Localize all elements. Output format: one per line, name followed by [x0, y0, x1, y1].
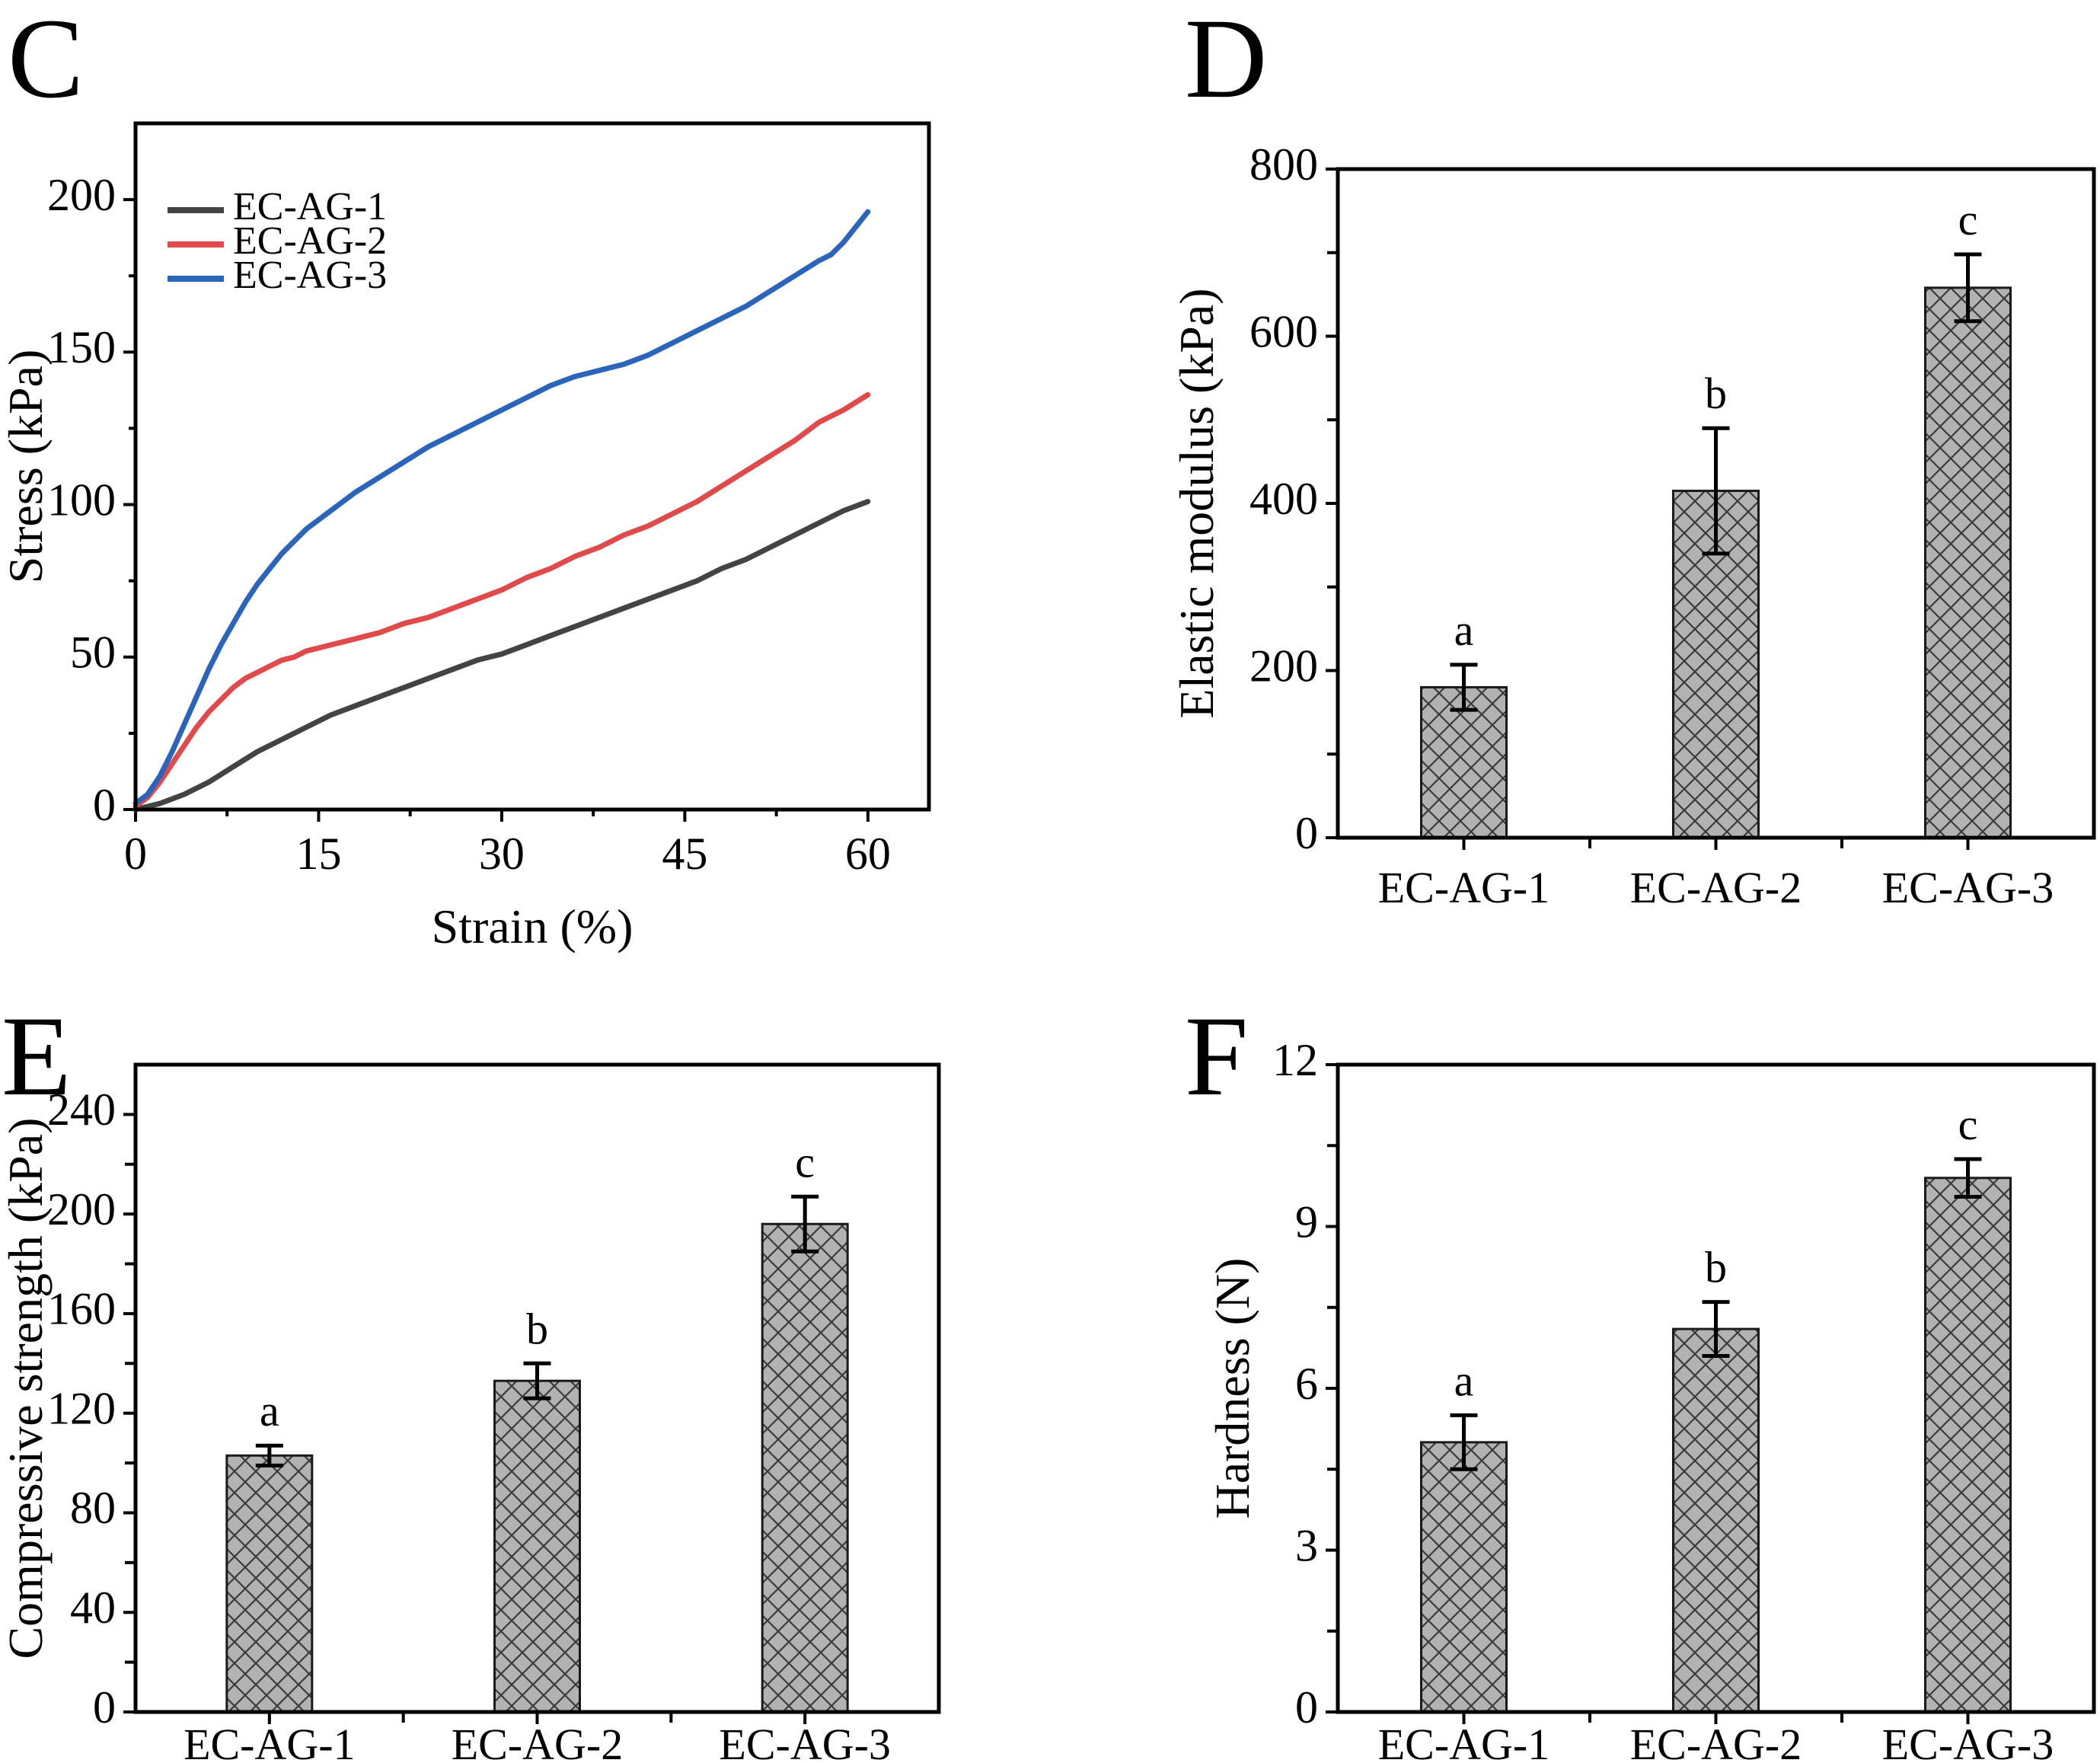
category-label: EC-AG-1: [1378, 1720, 1550, 1763]
bar-ec-ag-3: [1924, 286, 2012, 839]
y-tick-label: 50: [70, 628, 116, 678]
x-tick-label: 0: [124, 829, 147, 879]
y-tick-label: 9: [1295, 1196, 1318, 1247]
x-tick-label: 30: [479, 829, 525, 879]
y-axis-title: Hardness (N): [1205, 1258, 1259, 1519]
category-label: EC-AG-3: [1882, 863, 2054, 912]
error-bar: [1954, 1157, 1982, 1199]
significance-letter: a: [260, 1386, 279, 1436]
bar-ec-ag-2: [493, 1379, 581, 1713]
x-axis-title: Strain (%): [432, 899, 634, 953]
y-tick-label: 0: [1295, 808, 1318, 858]
y-tick-label: 40: [70, 1583, 116, 1633]
series-line-ec-ag-1: [132, 499, 871, 813]
y-tick-label: 240: [47, 1084, 116, 1135]
y-tick-label: 100: [47, 474, 116, 525]
x-tick-label: 60: [845, 829, 891, 879]
y-tick-label: 6: [1295, 1359, 1318, 1409]
significance-letter: c: [1958, 1100, 1978, 1149]
bar-ec-ag-2: [1672, 1327, 1760, 1713]
error-bar: [791, 1194, 819, 1254]
error-bar: [1450, 663, 1478, 712]
y-tick-label: 400: [1249, 474, 1318, 524]
bar-ec-ag-3: [1924, 1177, 2012, 1713]
axis-box: [133, 1062, 941, 1714]
category-label: EC-AG-2: [1630, 1720, 1802, 1763]
significance-letter: a: [1454, 1356, 1474, 1405]
y-tick-label: 600: [1249, 306, 1318, 356]
error-bar: [1702, 1300, 1730, 1358]
panel-e-bar-chart: 0 40 80 120 160 200 240 a EC-AG-1 b EC-AG-2 c EC-AG-…: [0, 1062, 941, 1763]
axis-box: [1336, 1062, 2096, 1714]
axis-box: [133, 121, 931, 812]
category-label: EC-AG-1: [1378, 863, 1550, 912]
panel-d-bar-chart: 0 200 400 600 800 a EC-AG-1 b EC-AG-2 c EC-AG-3 Ela…: [1170, 139, 2096, 912]
legend-label: EC-AG-3: [233, 254, 387, 297]
error-bar: [1954, 252, 1982, 324]
axis-box: [1336, 167, 2096, 840]
y-tick-label: 0: [93, 780, 116, 830]
series-line-ec-ag-2: [132, 391, 871, 810]
y-tick-label: 120: [47, 1383, 116, 1433]
x-tick-label: 15: [295, 829, 341, 879]
category-label: EC-AG-1: [184, 1720, 356, 1763]
error-bar: [255, 1443, 283, 1468]
significance-letter: c: [795, 1137, 815, 1187]
bar-ec-ag-1: [225, 1454, 314, 1713]
y-tick-label: 0: [93, 1682, 116, 1733]
y-tick-label: 160: [47, 1284, 116, 1334]
panel-f-bar-chart: 0 3 6 9 12 a EC-AG-1 b EC-AG-2 c EC-AG-3 Hardness (…: [1205, 1035, 2096, 1763]
y-tick-label: 200: [47, 170, 116, 220]
y-axis-title: Elastic modulus (kPa): [1170, 288, 1224, 718]
category-label: EC-AG-2: [452, 1720, 624, 1763]
panel-letter-c: C: [8, 0, 85, 122]
bar-ec-ag-1: [1420, 1441, 1508, 1713]
y-tick-label: 3: [1295, 1520, 1318, 1570]
y-tick-label: 12: [1272, 1035, 1318, 1085]
category-label: EC-AG-3: [1882, 1720, 2054, 1763]
y-tick-label: 150: [47, 322, 116, 372]
bar-ec-ag-3: [761, 1222, 849, 1713]
y-axis-title: Compressive strength (kPa): [0, 1118, 53, 1659]
significance-letter: b: [1705, 369, 1727, 418]
series-line-ec-ag-3: [132, 209, 871, 806]
category-label: EC-AG-3: [719, 1720, 891, 1763]
legend-label: EC-AG-2: [233, 219, 387, 263]
y-tick-label: 80: [70, 1483, 116, 1533]
y-tick-label: 200: [1249, 640, 1318, 691]
significance-letter: b: [526, 1304, 548, 1353]
y-tick-label: 0: [1295, 1682, 1318, 1733]
error-bar: [1450, 1413, 1478, 1471]
y-axis-title: Stress (kPa): [0, 350, 53, 584]
y-tick-label: 800: [1249, 139, 1318, 190]
error-bar: [1702, 426, 1730, 556]
x-tick-label: 45: [662, 829, 707, 879]
error-bar: [523, 1361, 551, 1400]
significance-letter: c: [1958, 195, 1978, 244]
category-label: EC-AG-2: [1630, 863, 1802, 912]
panel-letter-f: F: [1185, 993, 1249, 1119]
panel-letter-e: E: [2, 993, 72, 1119]
panel-letter-d: D: [1185, 0, 1268, 122]
significance-letter: a: [1454, 605, 1474, 655]
significance-letter: b: [1705, 1243, 1727, 1292]
legend-label: EC-AG-1: [233, 185, 387, 228]
panel-c-line-chart: 0 50 100 150 200 0 15 30 45 60 Stress (kPa) Strain …: [0, 121, 931, 953]
y-tick-label: 200: [47, 1184, 116, 1234]
legend: EC-AG-1EC-AG-2EC-AG-3: [168, 185, 387, 297]
